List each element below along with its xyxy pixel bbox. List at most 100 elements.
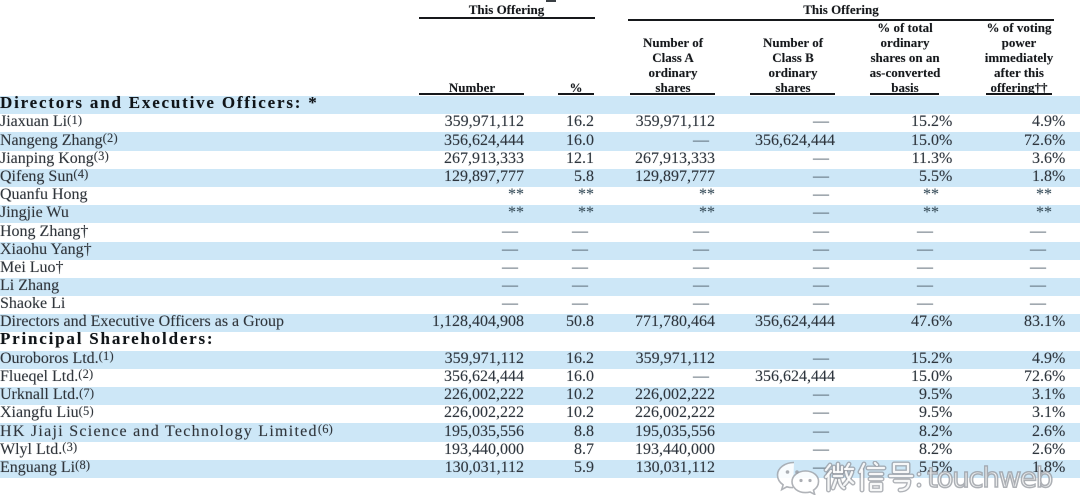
em-dash: — [813,295,829,313]
cell-class-b: — [750,259,835,278]
spacer-cell [953,387,986,405]
spacer-cell [835,242,870,260]
cell-class-a: 226,002,222 [635,386,715,404]
spacer-cell [715,314,750,332]
cell-pct-voting: 1.8 [1032,458,1052,476]
cell-percent: 10.2 [566,386,594,404]
spacer-cell [715,405,750,423]
table-row: Li Zhang — — — — — — [0,277,1080,297]
cell-pct-total: ** [870,205,939,223]
spacer-cell [953,187,986,205]
em-dash: — [813,186,829,204]
em-dash: — [693,240,709,258]
cell-class-b: — [750,296,835,314]
spacer-cell [594,314,630,332]
spacer-cell [835,369,870,387]
table-row: Shaoke Li — — — — — — [0,296,1080,314]
spacer-cell [953,405,986,423]
holder-name: Quanfu Hong [0,186,88,204]
cell-class-b: 356,624,444 [755,131,835,149]
spacer-cell [953,332,986,350]
spacer-cell [835,187,870,205]
em-dash: — [502,277,518,295]
spacer-cell [1066,260,1080,278]
cell-pct-voting-sign: % [1052,404,1066,422]
em-dash: — [813,458,829,476]
cell-pct-voting-sign: % [1052,349,1066,367]
spacer-cell [715,205,750,223]
cell-number: ** [419,187,524,205]
cell-class-a: 771,780,464 [635,313,715,331]
group-header-right: This Offering [803,2,879,17]
em-dash: — [813,222,829,240]
cell-pct-voting: ** [986,205,1052,223]
spacer-cell [524,332,558,350]
table-row: Hong Zhang† — — — — — — [0,223,1080,241]
spacer-cell [524,187,558,205]
cell-percent: 8.8 [574,422,594,440]
cell-class-a: — [630,132,715,150]
cell-class-b: 356,624,444 [755,368,835,385]
em-dash: — [502,240,518,258]
cell-pct-total-sign: % [939,440,953,458]
spacer-cell [715,151,750,169]
cell-class-a: 195,035,556 [635,422,715,440]
em-dash: — [1030,258,1046,276]
holder-name: Xiaohu Yang† [0,240,92,258]
cell-class-a: ** [630,205,715,223]
cell-class-b: — [750,241,835,260]
holder-name: Wlyl Ltd.(3) [0,440,78,458]
footnote-ref: (2) [102,130,118,145]
holder-name: Nangeng Zhang(2) [0,130,118,149]
cell-class-a: — [630,258,715,278]
cell-pct-total-sign: % [939,131,953,149]
table-row: Quanfu Hong ** ** ** — ** ** [0,187,1080,205]
cell-pct-voting: ** [986,187,1052,205]
spacer-cell [715,351,750,369]
spacer-cell [1066,151,1080,169]
spacer-cell [835,405,870,423]
spacer-cell [594,387,630,405]
spacer-cell [835,114,870,132]
spacer-cell [594,260,630,278]
cell-percent: 5.8 [574,167,594,185]
table-row: Directors and Executive Officers as a Gr… [0,313,1080,333]
table-row: Urknall Ltd.(7) 226,002,222 10.2 226,002,22… [0,386,1080,406]
cell-class-a: 359,971,112 [635,113,715,131]
holder-name: Directors and Executive Officers as a Gr… [0,313,285,331]
column-header-pct-voting: % of voting power immediately after this… [984,20,1054,95]
cell-pct-voting-sign: % [1052,113,1066,131]
cell-class-a: 193,440,000 [635,440,715,458]
em-dash: — [572,277,588,295]
spacer-cell [524,278,558,296]
em-dash: — [693,258,709,276]
em-dash: — [572,240,588,258]
cell-number: 359,971,112 [444,113,524,131]
cell-class-a [630,332,715,350]
spacer-cell [594,114,630,132]
cell-pct-voting-sign [1052,296,1066,314]
table-row: Enguang Li(8) 130,031,112 5.9 130,031,112 — 5… [0,458,1080,478]
cell-class-a [630,96,715,114]
table-row: Mei Luo† — — — — — — [0,258,1080,278]
spacer-cell [953,351,986,369]
cell-pct-total-sign [939,187,953,205]
spacer-cell [835,260,870,278]
cell-pct-voting-sign [1052,260,1066,278]
footnote-ref: (1) [98,349,114,364]
cell-pct-total [870,332,939,350]
spacer-cell [835,332,870,350]
spacer-cell [1066,387,1080,405]
cell-class-a: 130,031,112 [635,458,715,476]
em-dash: — [813,422,829,440]
footnote-ref: (2) [78,367,94,382]
holder-name: Li Zhang [0,277,60,295]
spacer-cell [953,205,986,223]
cell-percent: — [558,259,594,278]
cell-pct-voting-sign: % [1052,422,1066,440]
em-dash: — [572,295,588,313]
group-header-left-rule [419,17,595,19]
spacer-cell [1066,460,1080,478]
cell-pct-voting: 1.8 [1032,167,1052,185]
cell-number: — [419,259,524,278]
